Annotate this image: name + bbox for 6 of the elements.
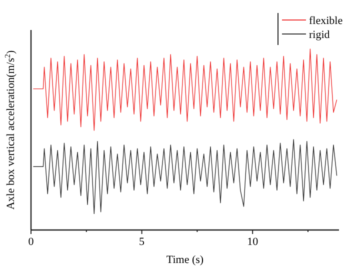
x-tick-label: 0 (28, 236, 34, 248)
legend-label: rigid (309, 29, 330, 41)
x-tick-label: 5 (139, 236, 146, 248)
x-axis-title: Time (s) (166, 254, 204, 266)
x-tick-label: 10 (247, 236, 259, 248)
legend-label: flexible (309, 15, 343, 27)
